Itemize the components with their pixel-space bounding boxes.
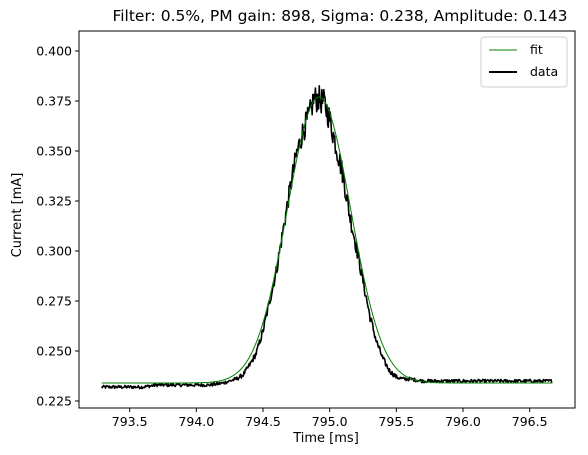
y-tick-label: 0.350 [36,144,72,159]
x-tick-label: 796.5 [512,414,548,429]
y-tick-label: 0.400 [36,44,72,59]
y-tick-label: 0.300 [36,244,72,259]
y-tick-label: 0.225 [36,394,72,409]
y-axis-label: Current [mA] [10,173,25,258]
x-tick-label: 794.0 [178,414,214,429]
x-tick-label: 795.0 [312,414,348,429]
series-fit-line [101,96,553,384]
axes: 793.5 794.0 794.5 795.0 795.5 796.0 796.5 0.225… [36,30,576,429]
legend-fit-label: fit [530,42,543,57]
y-tick-label: 0.250 [36,344,72,359]
x-axis-label: Time [ms] [292,431,359,446]
axes-frame [78,30,576,409]
plot-area [100,85,553,390]
x-tick-label: 795.5 [378,414,414,429]
y-tick-label: 0.275 [36,294,72,309]
y-tick-label: 0.375 [36,94,72,109]
legend-data-label: data [530,64,558,79]
x-tick-label: 794.5 [245,414,281,429]
legend: fit data [480,36,568,88]
y-tick-label: 0.325 [36,194,72,209]
x-tick-label: 796.0 [445,414,481,429]
x-tick-label: 793.5 [112,414,148,429]
legend-box [480,36,568,88]
chart-title: Filter: 0.5%, PM gain: 898, Sigma: 0.238… [112,7,567,25]
